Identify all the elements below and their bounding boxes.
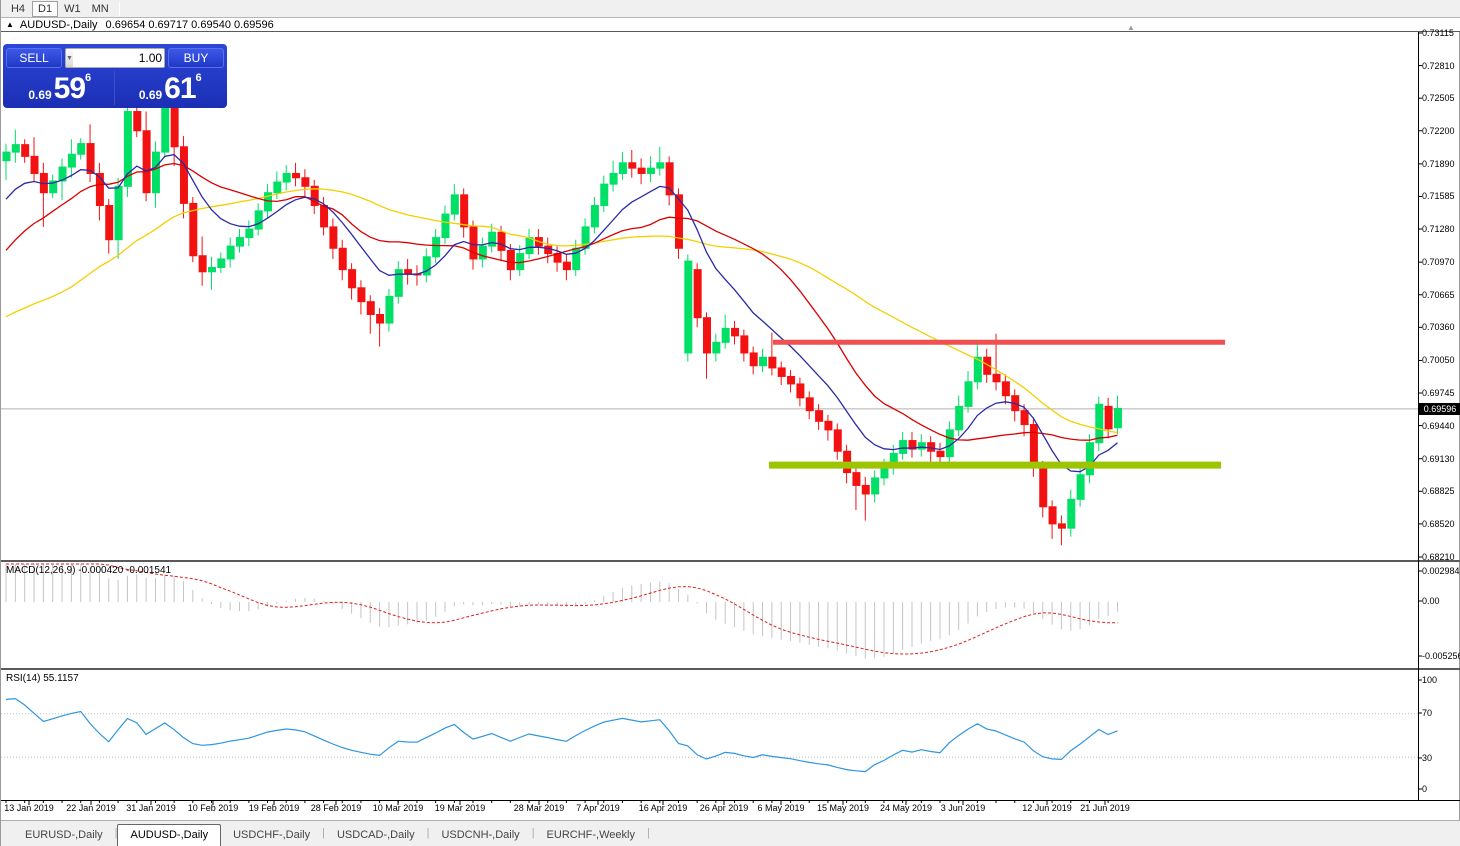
- tab-separator: |: [426, 826, 430, 839]
- rsi-axis-label: 100: [1422, 675, 1438, 685]
- buy-price-prefix: 0.69: [138, 88, 163, 102]
- price-axis-line: [1418, 32, 1419, 800]
- price-axis-label: 0.71890: [1422, 158, 1455, 169]
- chart-tab-usdcnh-daily[interactable]: USDCNH-,Daily: [441, 829, 520, 841]
- timeframe-h4-button[interactable]: H4: [10, 2, 26, 15]
- buy-button[interactable]: BUY: [168, 48, 224, 68]
- date-axis-label: 19 Mar 2019: [434, 803, 486, 813]
- sell-price-prefix: 0.69: [28, 88, 52, 102]
- buy-price-pip: 6: [195, 72, 202, 84]
- chart-shift-marker-icon[interactable]: ▲: [1127, 23, 1135, 32]
- price-axis-label: 0.69440: [1422, 420, 1455, 431]
- date-axis-label: 10 Feb 2019: [187, 803, 239, 813]
- date-axis-label: 31 Jan 2019: [126, 803, 176, 813]
- one-click-trading-panel: SELL ▼ ▲ BUY 0.69 59 6 0.69 61 6: [3, 44, 227, 108]
- buy-price-big: 61: [164, 72, 196, 105]
- current-price-tag: 0.69596: [1419, 403, 1460, 415]
- price-axis-label: 0.68520: [1422, 518, 1455, 529]
- tab-separator: |: [646, 826, 650, 839]
- sell-price-display[interactable]: 0.69 59 6: [6, 71, 115, 105]
- date-axis-label: 15 May 2019: [816, 803, 870, 813]
- date-axis-label: 28 Feb 2019: [310, 803, 362, 813]
- price-axis-label: 0.72505: [1422, 93, 1455, 104]
- rsi-axis-label: 70: [1422, 708, 1433, 718]
- price-axis-label: 0.69130: [1422, 453, 1455, 464]
- rsi-indicator-label: RSI(14) 55.1157: [6, 673, 79, 684]
- date-axis-line: [1, 800, 1460, 801]
- date-axis-label: 28 Mar 2019: [513, 803, 565, 813]
- price-axis-label: 0.73115: [1422, 28, 1454, 38]
- date-axis-label: 10 Mar 2019: [372, 803, 424, 813]
- volume-stepper: ▼ ▲: [65, 48, 165, 68]
- sell-price-pip: 6: [85, 72, 92, 84]
- rsi-pane-separator[interactable]: [1, 668, 1460, 670]
- macd-axis-label: -0.005256: [1422, 651, 1460, 661]
- chart-tab-audusd-daily[interactable]: AUDUSD-,Daily: [117, 824, 222, 846]
- toolbar-separator: [118, 1, 120, 16]
- chart-symbol-title: AUDUSD-,Daily: [19, 18, 98, 31]
- sell-button[interactable]: SELL: [6, 48, 62, 68]
- timeframe-mn-button[interactable]: MN: [91, 2, 109, 15]
- tab-separator: |: [531, 826, 535, 839]
- timeframe-d1-button[interactable]: D1: [32, 0, 59, 17]
- date-axis-label: 21 Jun 2019: [1080, 803, 1130, 813]
- price-axis-label: 0.71585: [1422, 191, 1455, 202]
- volume-input[interactable]: [72, 49, 164, 67]
- price-axis-label: 0.71280: [1422, 224, 1455, 235]
- date-axis-label: 26 Apr 2019: [699, 803, 749, 813]
- date-axis-label: 19 Feb 2019: [248, 803, 300, 813]
- macd-pane-separator[interactable]: [1, 560, 1460, 562]
- macd-axis-label: 0.00: [1422, 596, 1440, 606]
- price-axis-label: 0.70050: [1422, 355, 1455, 366]
- tab-separator: |: [114, 826, 118, 839]
- chart-tab-eurusd-daily[interactable]: EURUSD-,Daily: [25, 829, 103, 841]
- buy-price-display[interactable]: 0.69 61 6: [117, 71, 225, 105]
- price-axis-label: 0.70970: [1422, 257, 1455, 268]
- date-axis-label: 12 Jun 2019: [1022, 803, 1072, 813]
- collapse-arrow-icon[interactable]: ▲: [6, 20, 14, 29]
- date-axis-label: 22 Jan 2019: [66, 803, 116, 813]
- macd-indicator-label: MACD(12,26,9) -0.000420 -0.001541: [6, 565, 172, 576]
- chart-tab-usdchf-daily[interactable]: USDCHF-,Daily: [233, 829, 311, 841]
- date-axis-label: 3 Jun 2019: [940, 803, 986, 813]
- tab-separator: |: [322, 826, 325, 839]
- price-axis-label: 0.68825: [1422, 486, 1455, 497]
- sell-price-big: 59: [53, 72, 86, 105]
- timeframe-toolbar: H4 D1 W1 MN: [1, 0, 1460, 18]
- chart-tab-bar: EURUSD-,Daily | AUDUSD-,Daily USDCHF-,Daily…: [1, 820, 1460, 846]
- price-axis-label: 0.72810: [1422, 60, 1455, 71]
- chart-ohlc-values: 0.69654 0.69717 0.69540 0.69596: [105, 18, 274, 31]
- chart-tab-eurchf-weekly[interactable]: EURCHF-,Weekly: [546, 829, 635, 841]
- rsi-axis-label: 30: [1422, 753, 1433, 763]
- price-axis-label: 0.70665: [1422, 289, 1455, 300]
- price-axis-label: 0.70360: [1422, 322, 1455, 333]
- price-axis-label: 0.72200: [1422, 125, 1455, 136]
- date-axis-label: 7 Apr 2019: [576, 803, 620, 813]
- chart-title-bar: ▲ AUDUSD-,Daily 0.69654 0.69717 0.69540 …: [1, 18, 1460, 32]
- date-axis-label: 24 May 2019: [879, 803, 933, 813]
- price-axis-label: 0.68210: [1422, 552, 1455, 562]
- date-axis-label: 16 Apr 2019: [638, 803, 688, 813]
- macd-axis-label: 0.002984: [1422, 566, 1460, 576]
- timeframe-w1-button[interactable]: W1: [64, 2, 81, 15]
- chart-tab-usdcad-daily[interactable]: USDCAD-,Daily: [336, 829, 415, 841]
- date-axis-label: 13 Jan 2019: [4, 803, 54, 813]
- volume-decrease-button[interactable]: ▼: [66, 49, 73, 67]
- rsi-axis-label: 0: [1422, 784, 1428, 794]
- date-axis-label: 6 May 2019: [757, 803, 805, 813]
- price-axis-label: 0.69745: [1422, 388, 1455, 399]
